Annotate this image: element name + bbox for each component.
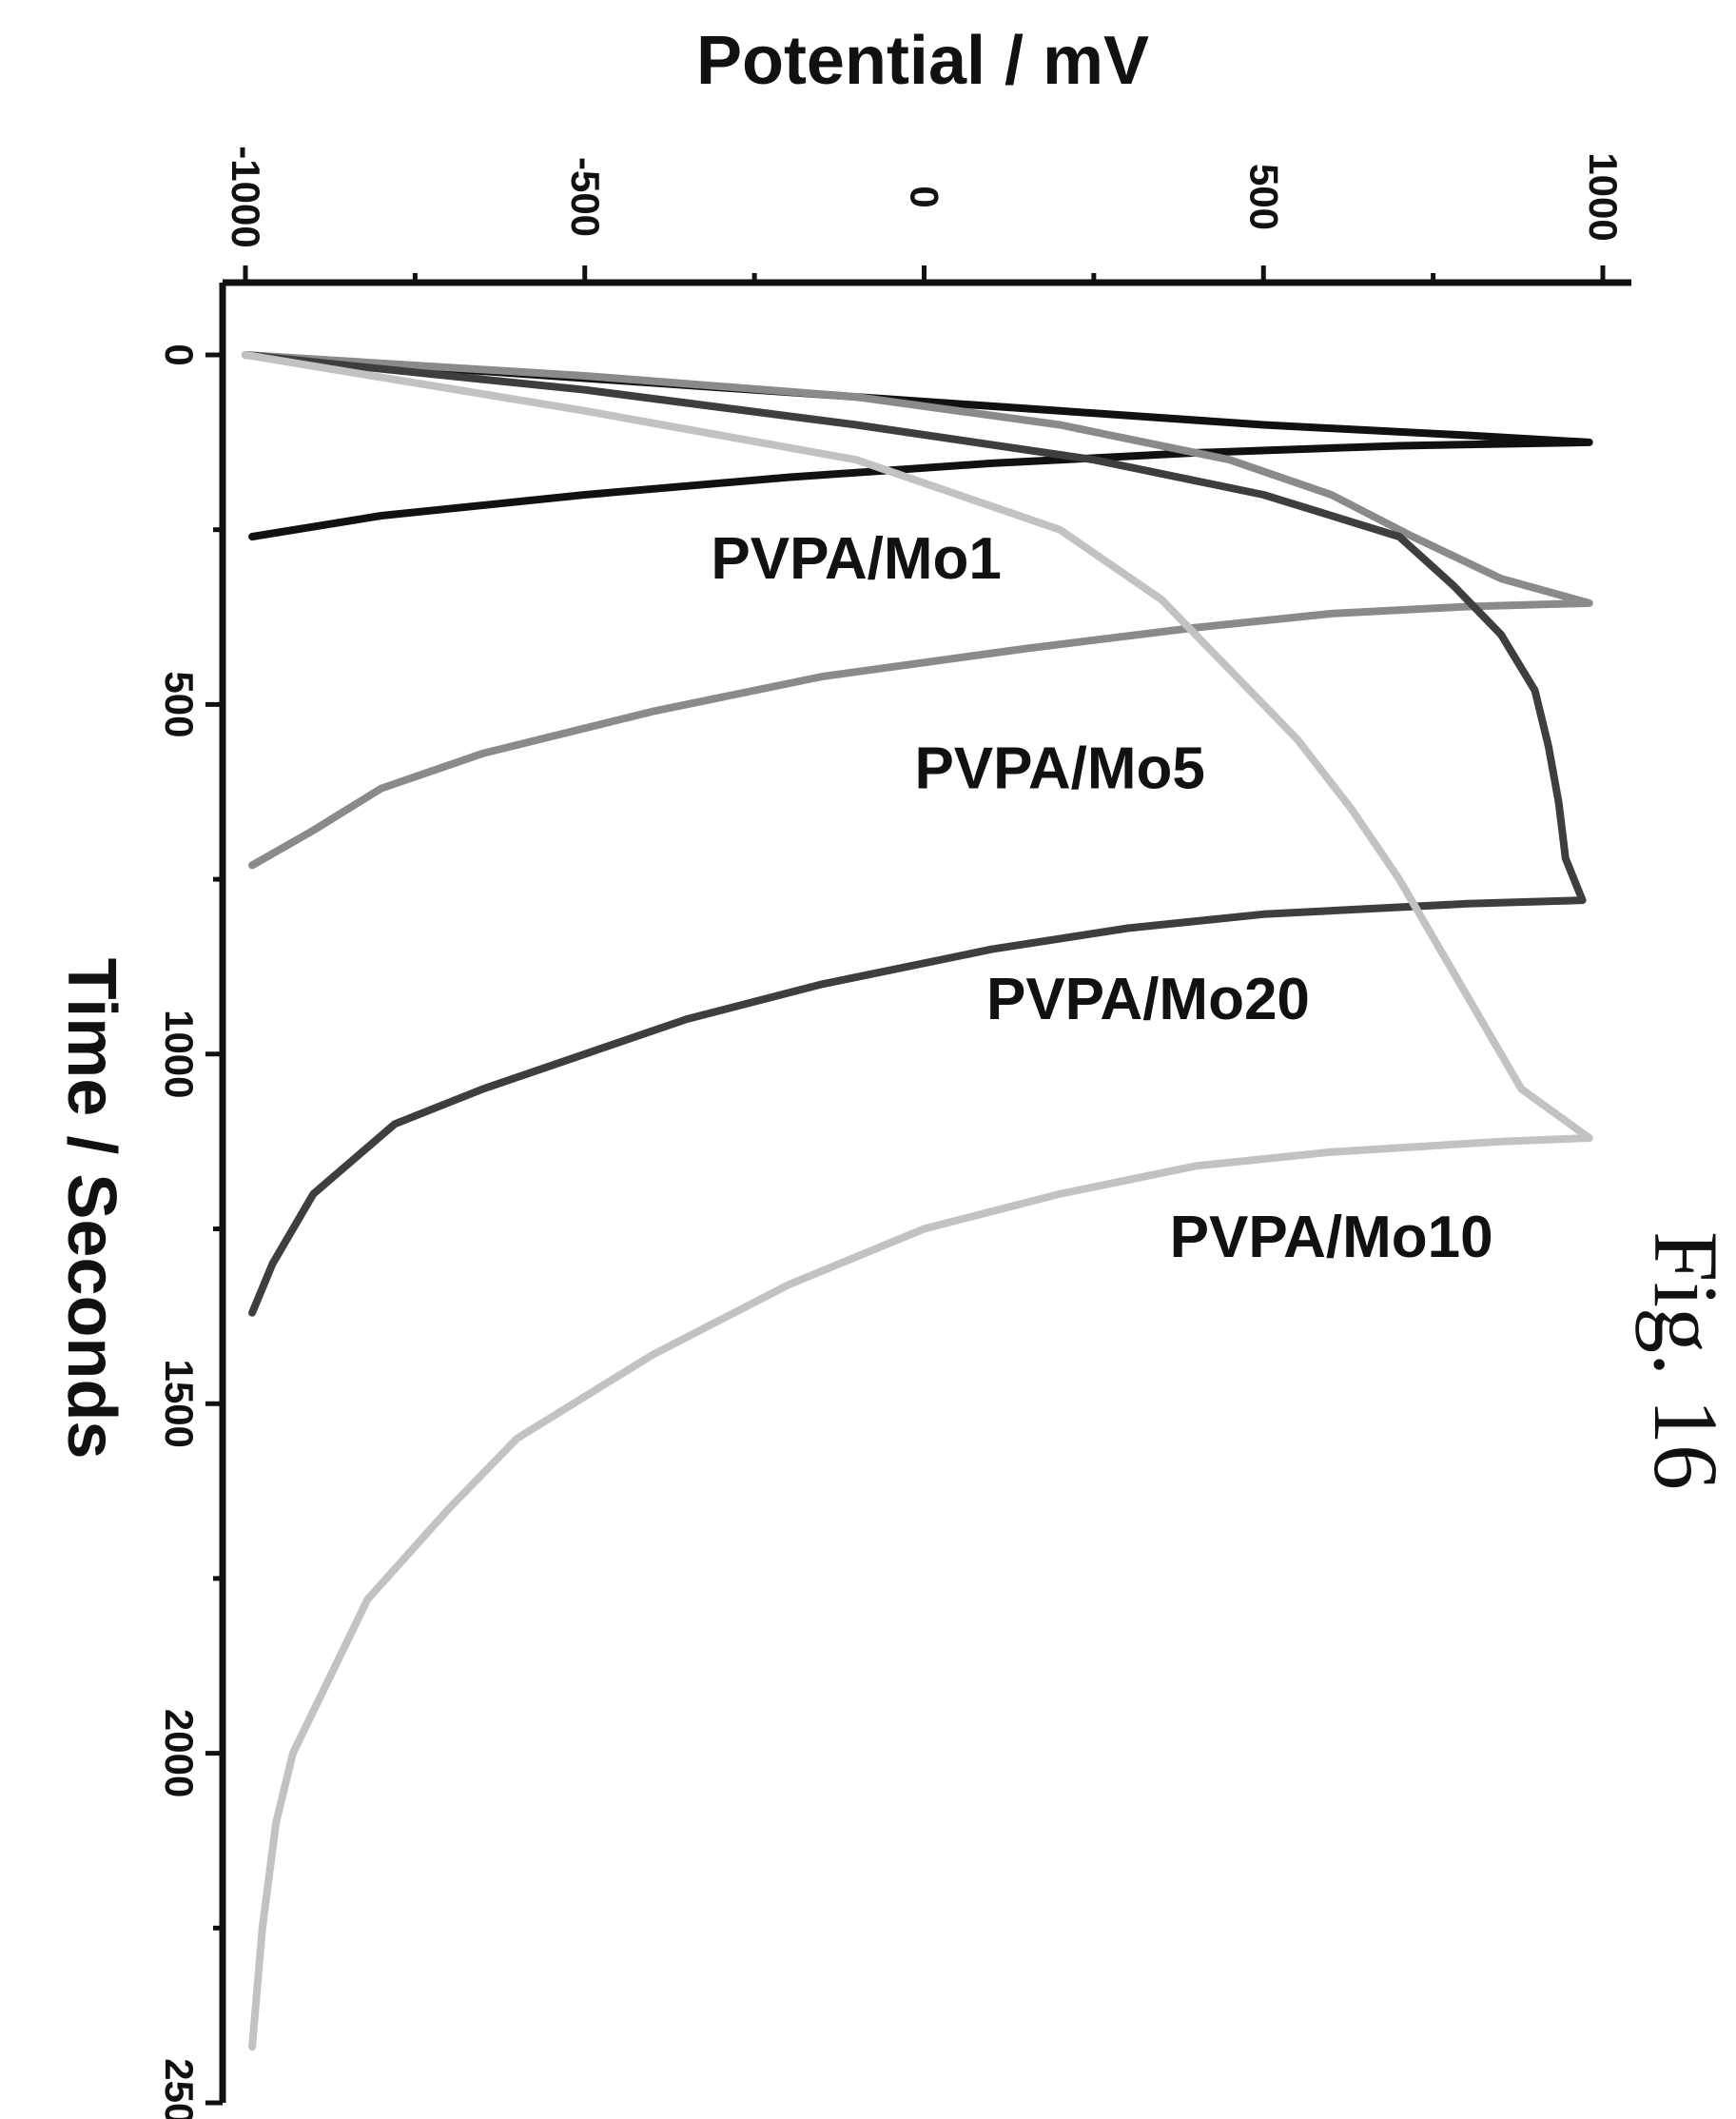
y-axis-title: Potential / mV [696,23,1149,99]
series-line-pvpa-mo10 [242,351,1593,2051]
x-tick-label: 0 [157,343,202,365]
series-line-pvpa-mo1 [242,351,1593,540]
labels-layer: PVPA/Mo1 PVPA/Mo5 PVPA/Mo20 PVPA/Mo10 [711,526,1492,1270]
series-layer [242,351,1593,2051]
y-tick-label: 1000 [1581,152,1626,241]
series-label: PVPA/Mo10 [1170,1205,1493,1270]
x-tick-label: 1000 [157,1010,202,1098]
series-line-pvpa-mo5 [242,351,1593,870]
figure-caption: Fig. 16 [1635,1231,1736,1490]
series-label: PVPA/Mo5 [914,736,1204,802]
axes: 0 500 1000 1500 2000 2500 -1000 -500 0 500 1000 [157,146,1631,2119]
y-tick-label: -500 [563,157,608,237]
x-tick-label: 500 [157,671,202,737]
x-tick-label: 2500 [157,2058,202,2119]
x-axis-title: Time / Seconds [53,958,129,1460]
x-tick-label: 2000 [157,1709,202,1797]
y-tick-label: 0 [903,186,947,207]
series-label: PVPA/Mo20 [986,967,1310,1032]
series-line-pvpa-mo20 [242,351,1587,1317]
x-tick-label: 1500 [157,1359,202,1447]
y-tick-label: 500 [1241,164,1286,230]
series-label: PVPA/Mo1 [711,526,1001,592]
y-tick-label: -1000 [224,146,268,247]
